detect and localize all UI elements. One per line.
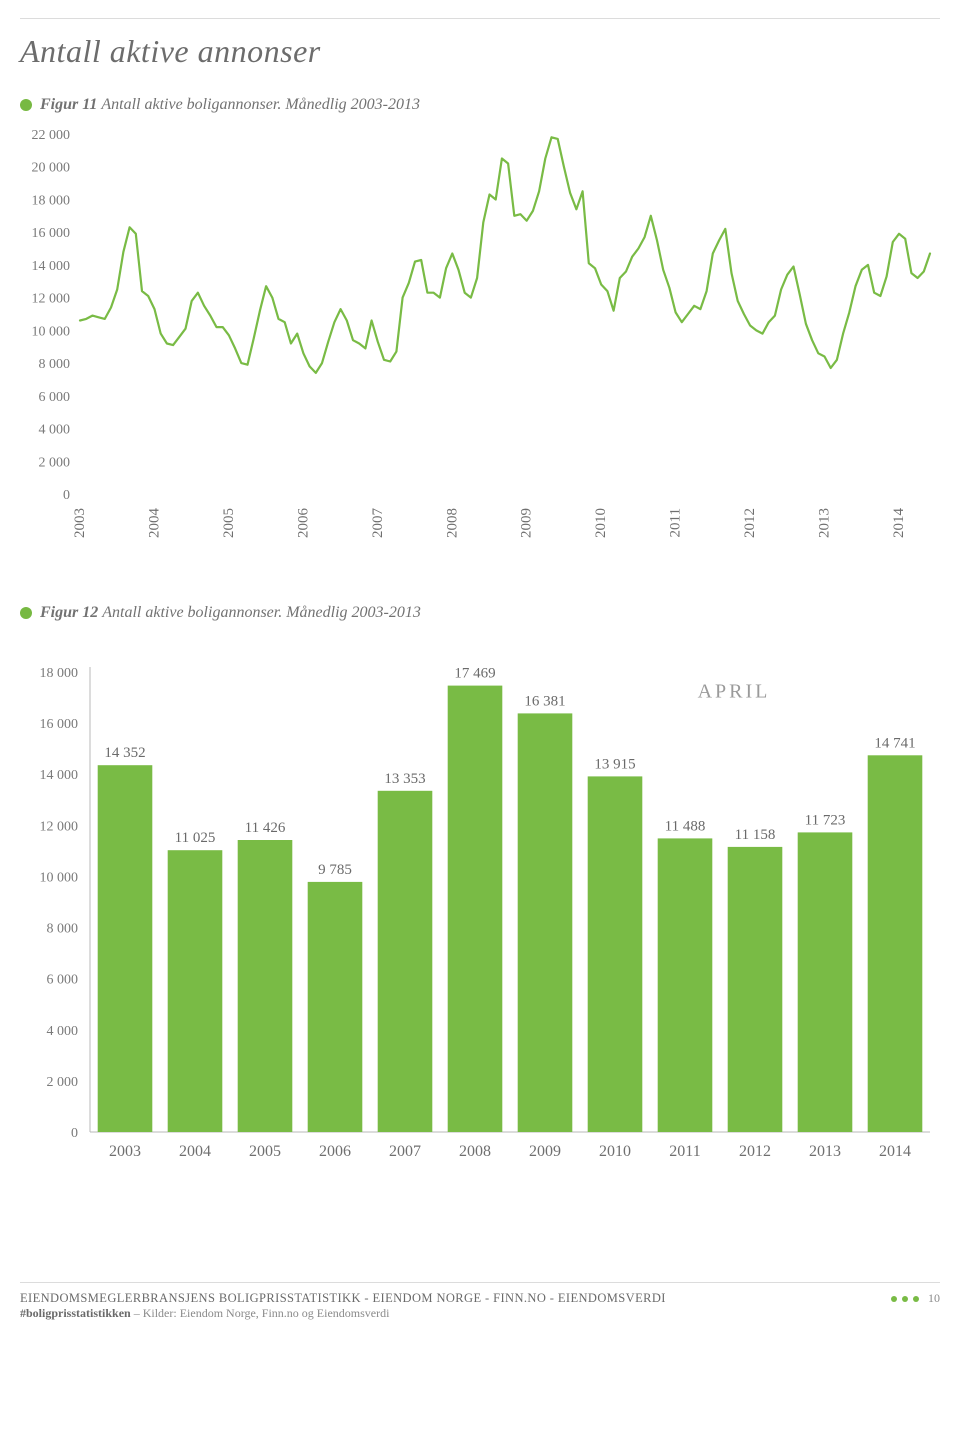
footer-page-indicator: 10 — [891, 1291, 940, 1306]
y-axis-tick: 14 000 — [40, 768, 79, 783]
figure11-linechart: 0 2 000 4 000 6 000 8 000 10 000 12 000 14 000 1… — [20, 124, 940, 524]
bar-value-label: 13 915 — [594, 756, 635, 772]
y-axis-tick: 4 000 — [47, 1024, 79, 1039]
figure11-number: Figur 11 — [40, 96, 97, 113]
x-axis-tick: 2003 — [72, 508, 88, 538]
bar — [448, 686, 503, 1132]
top-rule — [20, 18, 940, 19]
linechart-svg: 0 2 000 4 000 6 000 8 000 10 000 12 000 14 000 1… — [20, 124, 940, 564]
figure12-number: Figur 12 — [40, 604, 98, 621]
bar-value-label: 11 426 — [245, 820, 286, 836]
x-axis-tick: 2008 — [444, 508, 460, 538]
x-axis-tick: 2005 — [221, 508, 237, 538]
y-axis-tick: 18 000 — [32, 193, 71, 208]
figure11-desc: Antall aktive boligannonser. Månedlig 20… — [101, 96, 420, 113]
footer-sources: Eiendom Norge, Finn.no og Eiendomsverdi — [180, 1306, 390, 1320]
y-axis-tick: 10 000 — [32, 324, 71, 339]
y-axis-tick: 10 000 — [40, 870, 79, 885]
bar-value-label: 17 469 — [454, 666, 495, 682]
bullet-icon — [20, 99, 32, 111]
x-axis-tick: 2013 — [817, 508, 833, 538]
y-axis-tick: 0 — [63, 488, 70, 503]
x-axis-tick: 2004 — [146, 508, 162, 539]
bar-category-label: 2013 — [809, 1143, 841, 1160]
bar-value-label: 14 352 — [104, 745, 145, 761]
bar-category-label: 2007 — [389, 1143, 421, 1160]
footer-sources-prefix: – Kilder: — [131, 1306, 180, 1320]
bar-category-label: 2008 — [459, 1143, 491, 1160]
barchart-svg: 0 2 000 4 000 6 000 8 000 10 000 12 000 14 000 1… — [20, 642, 940, 1182]
bar — [98, 765, 153, 1132]
figure12-barchart: 0 2 000 4 000 6 000 8 000 10 000 12 000 14 000 1… — [20, 642, 940, 1182]
bar — [868, 755, 923, 1132]
x-axis-tick: 2014 — [891, 508, 907, 539]
y-axis-tick: 12 000 — [40, 819, 79, 834]
bar — [238, 840, 293, 1132]
bar-category-label: 2011 — [669, 1143, 700, 1160]
bar — [658, 838, 713, 1132]
bar-value-label: 11 025 — [175, 830, 216, 846]
page-title: Antall aktive annonser — [20, 33, 940, 70]
bar-value-label: 13 353 — [384, 771, 425, 787]
y-axis-tick: 16 000 — [40, 717, 79, 732]
figure12-caption: Figur 12 Antall aktive boligannonser. Må… — [20, 604, 940, 622]
x-axis-tick: 2012 — [742, 508, 758, 538]
bar-value-label: 14 741 — [874, 735, 915, 751]
month-label: APRIL — [698, 681, 771, 703]
y-axis-tick: 12 000 — [32, 292, 71, 307]
bar-value-label: 11 488 — [665, 818, 706, 834]
line-series — [80, 137, 930, 373]
y-axis-tick: 0 — [71, 1126, 78, 1141]
bar-category-label: 2009 — [529, 1143, 561, 1160]
y-axis-tick: 16 000 — [32, 226, 71, 241]
footer-hashtag: #boligprisstatistikken — [20, 1306, 131, 1320]
x-axis-tick: 2009 — [519, 508, 535, 538]
page-footer: EIENDOMSMEGLERBRANSJENS BOLIGPRISSTATIST… — [20, 1282, 940, 1321]
bar-value-label: 16 381 — [524, 693, 565, 709]
bar — [168, 850, 223, 1132]
dot-icon — [902, 1296, 908, 1302]
dot-icon — [891, 1296, 897, 1302]
bar-category-label: 2004 — [179, 1143, 211, 1160]
bar — [798, 832, 853, 1132]
y-axis-tick: 4 000 — [39, 423, 71, 438]
y-axis-tick: 18 000 — [40, 666, 79, 681]
bar-category-label: 2010 — [599, 1143, 631, 1160]
x-axis-tick: 2010 — [593, 508, 609, 538]
bar-category-label: 2014 — [879, 1143, 911, 1160]
bar-value-label: 9 785 — [318, 862, 352, 878]
y-axis-tick: 14 000 — [32, 259, 71, 274]
bar-category-label: 2012 — [739, 1143, 771, 1160]
bar — [308, 882, 363, 1132]
y-axis-tick: 2 000 — [39, 455, 71, 470]
figure11-caption: Figur 11 Antall aktive boligannonser. Må… — [20, 96, 940, 114]
bar-value-label: 11 158 — [735, 827, 776, 843]
bar-category-label: 2003 — [109, 1143, 141, 1160]
bar-value-label: 11 723 — [805, 812, 846, 828]
bullet-icon — [20, 607, 32, 619]
x-axis-tick: 2007 — [370, 508, 386, 539]
y-axis-tick: 6 000 — [39, 390, 71, 405]
bar — [518, 713, 573, 1132]
y-axis-tick: 8 000 — [47, 922, 79, 937]
page-number: 10 — [928, 1291, 940, 1306]
footer-line2: #boligprisstatistikken – Kilder: Eiendom… — [20, 1306, 940, 1321]
x-axis-tick: 2006 — [295, 508, 311, 539]
footer-line1: EIENDOMSMEGLERBRANSJENS BOLIGPRISSTATIST… — [20, 1291, 940, 1306]
bar — [378, 791, 433, 1132]
y-axis-tick: 2 000 — [47, 1075, 79, 1090]
y-axis-tick: 8 000 — [39, 357, 71, 372]
figure12-desc: Antall aktive boligannonser. Månedlig 20… — [102, 604, 421, 621]
x-axis-tick: 2011 — [668, 508, 684, 537]
bar — [588, 776, 643, 1132]
bar-category-label: 2005 — [249, 1143, 281, 1160]
dot-icon — [913, 1296, 919, 1302]
y-axis-tick: 22 000 — [32, 128, 71, 143]
y-axis-tick: 20 000 — [32, 161, 71, 176]
y-axis-tick: 6 000 — [47, 973, 79, 988]
bar-category-label: 2006 — [319, 1143, 351, 1160]
bar — [728, 847, 783, 1132]
